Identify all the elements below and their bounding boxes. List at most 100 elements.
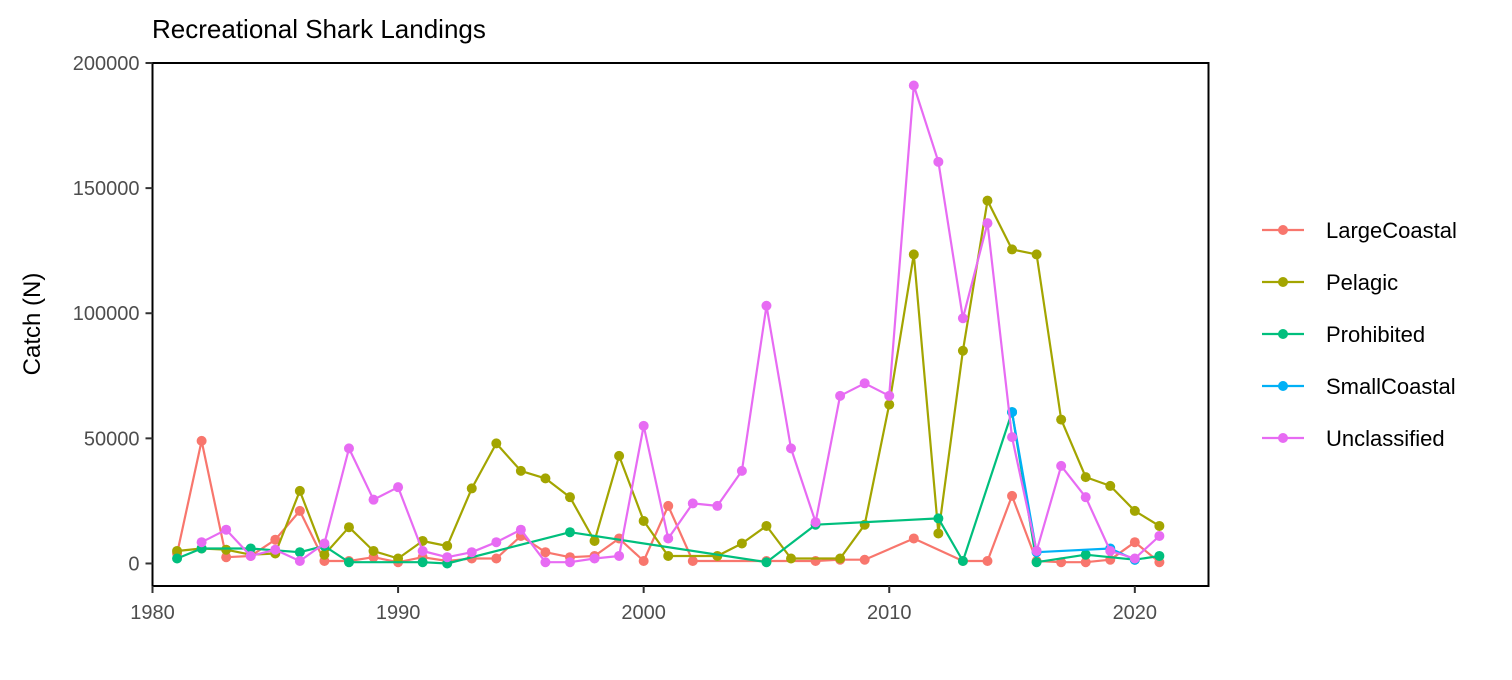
data-point (1056, 414, 1067, 425)
y-tick-label: 100000 (73, 303, 140, 325)
data-point (1080, 549, 1091, 560)
data-point (1007, 244, 1018, 255)
data-point (1056, 460, 1067, 471)
data-point (417, 557, 428, 568)
data-point (442, 540, 453, 551)
data-point (736, 465, 747, 476)
data-point (221, 524, 232, 535)
data-point (761, 520, 772, 531)
legend-item: SmallCoastal (1262, 374, 1456, 399)
data-point (982, 555, 993, 566)
data-point (515, 524, 526, 535)
data-point (540, 557, 551, 568)
legend-label: Pelagic (1326, 270, 1398, 295)
data-point (466, 483, 477, 494)
data-point (221, 552, 232, 563)
data-point (1007, 432, 1018, 443)
data-point (442, 552, 453, 563)
data-point (933, 513, 944, 524)
data-point (491, 438, 502, 449)
y-tick-label: 50000 (84, 428, 140, 450)
data-point (908, 80, 919, 91)
data-point (466, 547, 477, 558)
data-point (908, 249, 919, 260)
legend-label: SmallCoastal (1326, 374, 1456, 399)
data-point (491, 537, 502, 548)
data-point (1154, 550, 1165, 561)
data-point (859, 554, 870, 565)
x-tick-label: 2020 (1113, 602, 1158, 624)
legend-label: LargeCoastal (1326, 218, 1457, 243)
data-point (835, 553, 846, 564)
x-tick-label: 1990 (376, 602, 421, 624)
data-point (589, 535, 600, 546)
data-point (393, 482, 404, 493)
data-point (982, 195, 993, 206)
legend-item: Pelagic (1262, 270, 1398, 295)
data-point (294, 505, 305, 516)
data-point (786, 553, 797, 564)
data-point (712, 500, 723, 511)
data-point (245, 550, 256, 561)
data-point (1105, 545, 1116, 556)
data-point (196, 537, 207, 548)
data-point (343, 522, 354, 533)
data-point (638, 420, 649, 431)
data-point (957, 555, 968, 566)
data-point (196, 435, 207, 446)
data-point (1080, 472, 1091, 483)
data-point (589, 553, 600, 564)
data-point (319, 538, 330, 549)
data-point (614, 550, 625, 561)
data-point (933, 156, 944, 167)
legend-key-point (1278, 277, 1288, 287)
x-tick-label: 2000 (621, 602, 666, 624)
plot-panel-border (151, 62, 1210, 587)
legend-label: Unclassified (1326, 426, 1445, 451)
x-axis: 1980 1990 2000 2010 2020 (130, 586, 1157, 624)
data-point (1031, 249, 1042, 260)
data-point (343, 443, 354, 454)
data-point (1031, 557, 1042, 568)
x-tick-label: 2010 (867, 602, 912, 624)
data-point (368, 494, 379, 505)
data-point (687, 498, 698, 509)
y-tick-label: 200000 (73, 53, 140, 75)
legend-item: Unclassified (1262, 426, 1445, 451)
data-point (1007, 490, 1018, 501)
data-point (393, 553, 404, 564)
x-tick-label: 1980 (130, 602, 175, 624)
data-point (270, 544, 281, 555)
data-point (835, 390, 846, 401)
data-point (663, 500, 674, 511)
series-line (176, 411, 1160, 565)
data-point (1105, 480, 1116, 491)
legend-key-point (1278, 433, 1288, 443)
y-axis: 0 50000 100000 150000 200000 (73, 53, 153, 575)
data-point (368, 545, 379, 556)
data-point (736, 538, 747, 549)
data-point (270, 534, 281, 545)
data-point (1129, 553, 1140, 564)
legend-label: Prohibited (1326, 322, 1425, 347)
series-pelagic (172, 195, 1165, 564)
data-point (319, 549, 330, 560)
data-point (294, 485, 305, 496)
data-point (933, 528, 944, 539)
series-layer (172, 80, 1165, 569)
data-point (761, 300, 772, 311)
legend-key-point (1278, 381, 1288, 391)
data-point (564, 492, 575, 503)
legend-key-point (1278, 225, 1288, 235)
data-point (172, 545, 183, 556)
data-point (491, 553, 502, 564)
data-point (884, 399, 895, 410)
data-point (638, 515, 649, 526)
data-point (884, 390, 895, 401)
data-point (1154, 520, 1165, 531)
series-unclassified (196, 80, 1165, 568)
data-point (172, 553, 183, 564)
data-point (221, 544, 232, 555)
data-point (294, 547, 305, 558)
